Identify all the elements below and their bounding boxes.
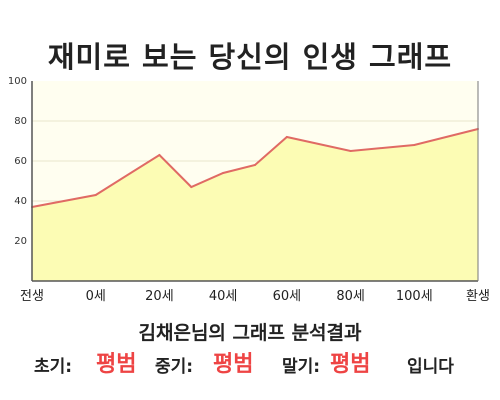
data-point: [222, 172, 225, 174]
data-point: [158, 154, 161, 156]
result-summary: 초기: 평범 중기: 평범 말기: 평범 입니다: [0, 346, 500, 380]
x-tick-label: 100세: [396, 289, 433, 304]
data-point: [190, 186, 193, 188]
early-label: 초기:: [34, 357, 73, 377]
late-label: 말기:: [282, 357, 321, 377]
x-tick-label: 80세: [336, 289, 365, 304]
series-line: [31, 128, 479, 208]
result-title: 김채은님의 그래프 분석결과: [138, 322, 362, 344]
y-tick-label: 100: [8, 76, 27, 87]
x-tick-label: 40세: [209, 289, 238, 304]
x-tick-label: 60세: [273, 289, 302, 304]
x-tick-label: 20세: [145, 289, 174, 304]
x-tick-label: 환생: [466, 289, 490, 304]
series-area: [32, 129, 478, 281]
y-tick-label: 20: [14, 236, 27, 247]
y-tick-label: 60: [14, 156, 27, 167]
data-point: [285, 136, 288, 138]
y-tick-label: 40: [14, 196, 27, 207]
data-point: [254, 164, 256, 166]
data-point: [94, 194, 97, 196]
late-value: 평범: [330, 352, 371, 377]
data-point: [413, 144, 416, 146]
x-tick-label: 0세: [86, 289, 106, 304]
early-value: 평범: [96, 352, 137, 377]
result-suffix: 입니다: [407, 357, 454, 377]
y-tick-label: 80: [14, 116, 27, 127]
chart-title: 재미로 보는 당신의 인생 그래프: [47, 40, 453, 74]
mid-label: 중기:: [155, 357, 194, 377]
data-point: [349, 150, 352, 152]
mid-value: 평범: [213, 352, 254, 377]
x-tick-label: 전생: [20, 289, 44, 304]
